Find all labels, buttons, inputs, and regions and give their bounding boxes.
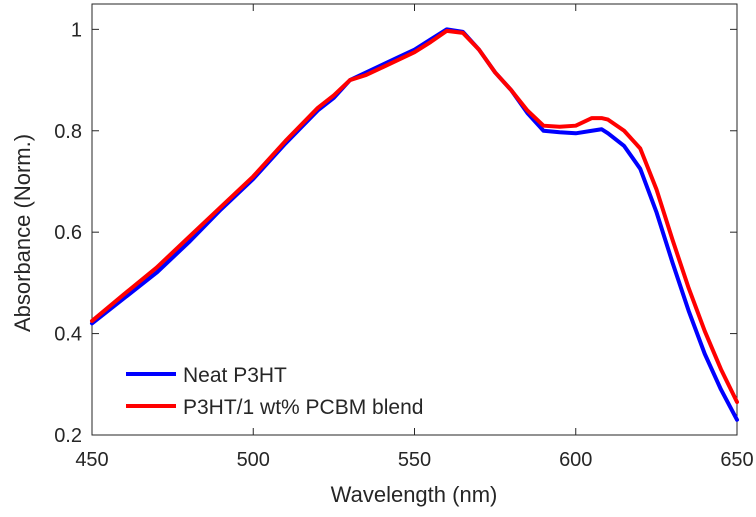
x-tick-label: 550 (398, 449, 431, 471)
y-tick-label: 0.6 (54, 222, 82, 244)
series-line-p3ht-pcbm-blend (90, 28, 739, 405)
x-tick-label: 500 (237, 449, 270, 471)
legend-label: Neat P3HT (183, 364, 287, 387)
series-line-neat-p3ht (90, 27, 739, 422)
y-tick-label: 0.2 (54, 425, 82, 447)
plot-area (90, 27, 739, 422)
y-tick-label: 0.4 (54, 324, 82, 346)
y-tick-label: 1 (71, 19, 82, 41)
axes-group: 450 500 550 600 650 0.2 0.4 0.6 0.8 1 (54, 3, 754, 471)
y-axis-label: Absorbance (Norm.) (10, 134, 35, 332)
x-tick-label: 600 (559, 449, 592, 471)
legend: Neat P3HT P3HT/1 wt% PCBM blend (126, 364, 423, 419)
x-tick-label: 650 (720, 449, 753, 471)
y-tick-label: 0.8 (54, 121, 82, 143)
x-tick-label: 450 (75, 449, 108, 471)
x-axis-label: Wavelength (nm) (331, 482, 498, 507)
legend-label: P3HT/1 wt% PCBM blend (183, 396, 423, 419)
